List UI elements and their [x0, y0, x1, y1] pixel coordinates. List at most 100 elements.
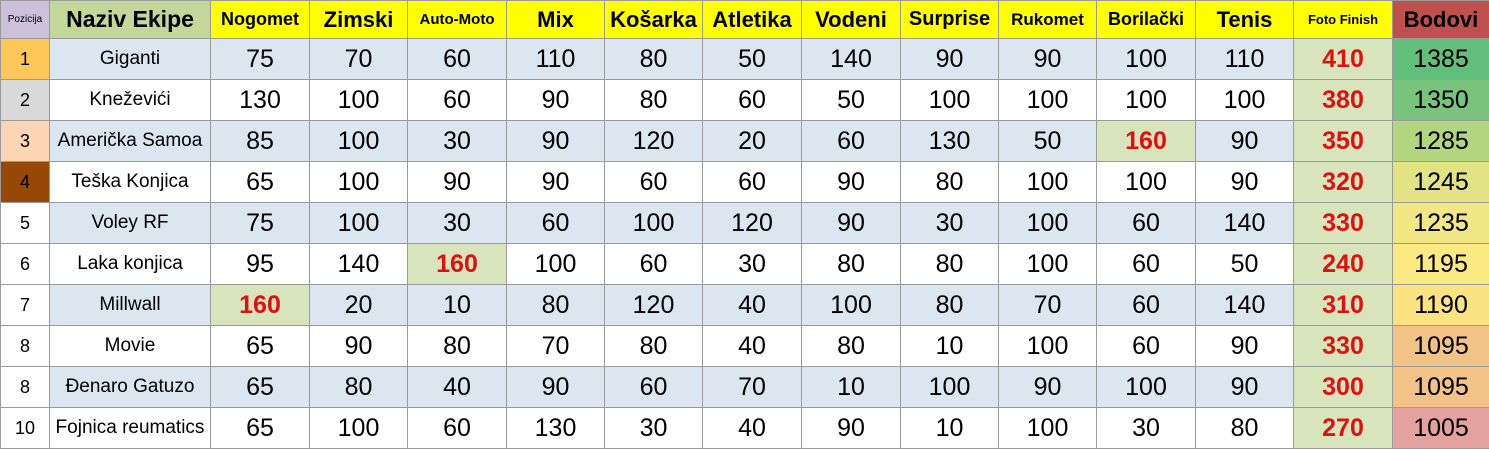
score-cell[interactable]: 65: [211, 326, 310, 367]
score-cell[interactable]: 90: [802, 203, 901, 244]
score-cell[interactable]: 10: [901, 408, 999, 449]
score-cell[interactable]: 30: [703, 244, 802, 285]
header-kosarka[interactable]: Košarka: [605, 1, 703, 39]
score-cell[interactable]: 20: [310, 285, 408, 326]
header-tenis[interactable]: Tenis: [1196, 1, 1294, 39]
total-points-cell[interactable]: 1190: [1393, 285, 1489, 326]
header-rukomet[interactable]: Rukomet: [999, 1, 1097, 39]
total-points-cell[interactable]: 1245: [1393, 162, 1489, 203]
score-cell[interactable]: 90: [507, 121, 605, 162]
team-name-cell[interactable]: Američka Samoa: [50, 121, 211, 162]
score-cell[interactable]: 10: [408, 285, 507, 326]
score-cell[interactable]: 65: [211, 367, 310, 408]
score-cell[interactable]: 80: [802, 244, 901, 285]
total-points-cell[interactable]: 1095: [1393, 326, 1489, 367]
score-cell[interactable]: 80: [605, 39, 703, 80]
position-cell[interactable]: 4: [1, 162, 50, 203]
total-points-cell[interactable]: 1285: [1393, 121, 1489, 162]
score-cell[interactable]: 140: [1196, 203, 1294, 244]
score-cell[interactable]: 80: [310, 367, 408, 408]
score-cell[interactable]: 80: [507, 285, 605, 326]
position-cell[interactable]: 3: [1, 121, 50, 162]
team-name-cell[interactable]: Giganti: [50, 39, 211, 80]
score-cell[interactable]: 100: [999, 162, 1097, 203]
score-cell[interactable]: 80: [408, 326, 507, 367]
score-cell[interactable]: 410: [1294, 39, 1393, 80]
score-cell[interactable]: 90: [1196, 121, 1294, 162]
score-cell[interactable]: 80: [901, 244, 999, 285]
score-cell[interactable]: 160: [1097, 121, 1196, 162]
team-name-cell[interactable]: Teška Konjica: [50, 162, 211, 203]
score-cell[interactable]: 100: [1097, 162, 1196, 203]
score-cell[interactable]: 100: [999, 80, 1097, 121]
team-name-cell[interactable]: Movie: [50, 326, 211, 367]
score-cell[interactable]: 90: [802, 408, 901, 449]
score-cell[interactable]: 80: [1196, 408, 1294, 449]
score-cell[interactable]: 10: [901, 326, 999, 367]
position-cell[interactable]: 2: [1, 80, 50, 121]
score-cell[interactable]: 120: [605, 285, 703, 326]
team-name-cell[interactable]: Voley RF: [50, 203, 211, 244]
total-points-cell[interactable]: 1235: [1393, 203, 1489, 244]
score-cell[interactable]: 60: [408, 408, 507, 449]
score-cell[interactable]: 310: [1294, 285, 1393, 326]
team-name-cell[interactable]: Laka konjica: [50, 244, 211, 285]
score-cell[interactable]: 90: [507, 162, 605, 203]
score-cell[interactable]: 140: [1196, 285, 1294, 326]
score-cell[interactable]: 90: [1196, 367, 1294, 408]
score-cell[interactable]: 300: [1294, 367, 1393, 408]
position-cell[interactable]: 10: [1, 408, 50, 449]
position-cell[interactable]: 1: [1, 39, 50, 80]
team-name-cell[interactable]: Đenaro Gatuzo: [50, 367, 211, 408]
score-cell[interactable]: 85: [211, 121, 310, 162]
score-cell[interactable]: 90: [1196, 162, 1294, 203]
score-cell[interactable]: 90: [408, 162, 507, 203]
score-cell[interactable]: 30: [605, 408, 703, 449]
score-cell[interactable]: 100: [999, 408, 1097, 449]
score-cell[interactable]: 380: [1294, 80, 1393, 121]
score-cell[interactable]: 60: [1097, 285, 1196, 326]
score-cell[interactable]: 140: [310, 244, 408, 285]
score-cell[interactable]: 90: [507, 80, 605, 121]
score-cell[interactable]: 100: [901, 80, 999, 121]
score-cell[interactable]: 90: [901, 39, 999, 80]
score-cell[interactable]: 60: [1097, 326, 1196, 367]
score-cell[interactable]: 30: [408, 121, 507, 162]
header-vodeni[interactable]: Vodeni: [802, 1, 901, 39]
score-cell[interactable]: 40: [703, 326, 802, 367]
header-foto-finish[interactable]: Foto Finish: [1294, 1, 1393, 39]
score-cell[interactable]: 50: [703, 39, 802, 80]
score-cell[interactable]: 40: [703, 408, 802, 449]
score-cell[interactable]: 80: [605, 80, 703, 121]
score-cell[interactable]: 330: [1294, 203, 1393, 244]
header-surprise[interactable]: Surprise: [901, 1, 999, 39]
score-cell[interactable]: 270: [1294, 408, 1393, 449]
position-cell[interactable]: 8: [1, 367, 50, 408]
score-cell[interactable]: 75: [211, 203, 310, 244]
score-cell[interactable]: 100: [802, 285, 901, 326]
header-naziv-ekipe[interactable]: Naziv Ekipe: [50, 1, 211, 39]
score-cell[interactable]: 50: [1196, 244, 1294, 285]
score-cell[interactable]: 80: [901, 285, 999, 326]
score-cell[interactable]: 80: [901, 162, 999, 203]
header-zimski[interactable]: Zimski: [310, 1, 408, 39]
team-name-cell[interactable]: Fojnica reumatics: [50, 408, 211, 449]
score-cell[interactable]: 100: [310, 80, 408, 121]
score-cell[interactable]: 90: [999, 39, 1097, 80]
score-cell[interactable]: 90: [507, 367, 605, 408]
position-cell[interactable]: 7: [1, 285, 50, 326]
total-points-cell[interactable]: 1350: [1393, 80, 1489, 121]
score-cell[interactable]: 100: [1097, 39, 1196, 80]
score-cell[interactable]: 100: [999, 326, 1097, 367]
score-cell[interactable]: 60: [605, 162, 703, 203]
score-cell[interactable]: 140: [802, 39, 901, 80]
score-cell[interactable]: 70: [310, 39, 408, 80]
score-cell[interactable]: 65: [211, 408, 310, 449]
score-cell[interactable]: 100: [605, 203, 703, 244]
position-cell[interactable]: 5: [1, 203, 50, 244]
score-cell[interactable]: 110: [1196, 39, 1294, 80]
score-cell[interactable]: 60: [408, 80, 507, 121]
score-cell[interactable]: 30: [408, 203, 507, 244]
score-cell[interactable]: 40: [703, 285, 802, 326]
position-cell[interactable]: 8: [1, 326, 50, 367]
